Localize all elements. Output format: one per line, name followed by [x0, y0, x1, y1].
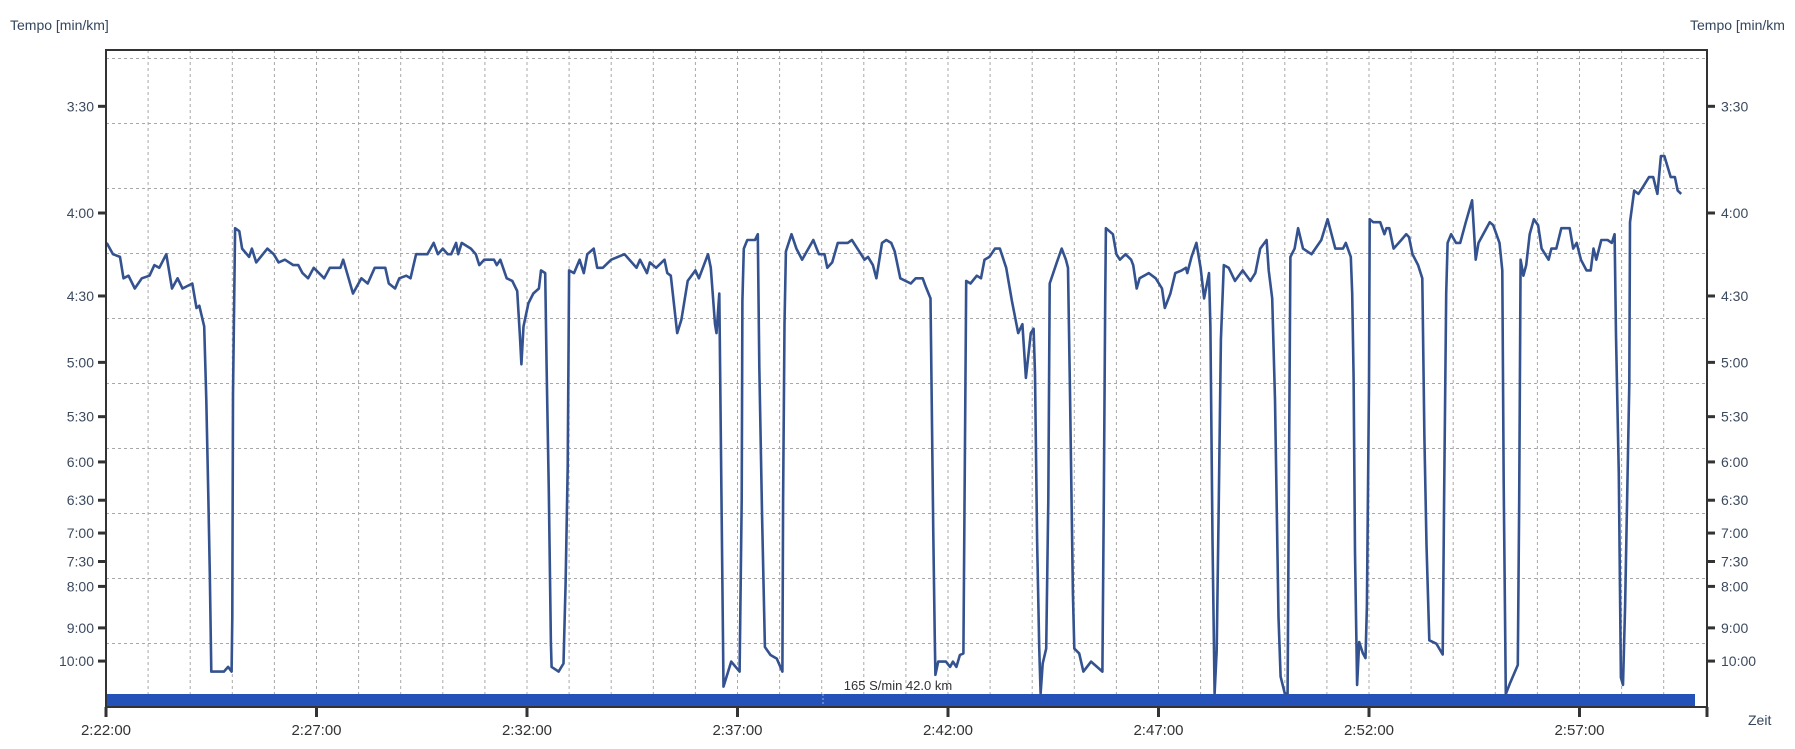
y-tick-label-right: 7:00	[1721, 525, 1748, 541]
y-axis-title-left: Tempo [min/km]	[10, 17, 109, 33]
y-tick-label-left: 5:30	[67, 409, 94, 425]
y-tick-label-right: 5:30	[1721, 409, 1748, 425]
y-tick-label-right: 8:00	[1721, 578, 1748, 594]
series-group	[105, 154, 1683, 696]
band-annotation: 165 S/min 42.0 km	[844, 678, 952, 693]
x-tick-label: 2:52:00	[1344, 722, 1394, 739]
y-ticks: 3:30 3:30 4:00 4:00 4:30 4:30 5:00 5:00 5:30 5:30…	[59, 98, 1756, 669]
x-tick-label: 2:57:00	[1554, 722, 1604, 739]
y-tick-label-right: 6:00	[1721, 454, 1748, 470]
plot-frame	[105, 49, 1708, 708]
y-tick-label-left: 7:30	[67, 554, 94, 570]
x-tick-label: 2:27:00	[291, 722, 341, 739]
y-tick-label-right: 10:00	[1721, 653, 1756, 669]
y-tick-label-left: 7:00	[67, 525, 94, 541]
x-tick-label: 2:42:00	[923, 722, 973, 739]
y-tick-label-left: 5:00	[67, 354, 94, 370]
pace-series-line	[105, 154, 1683, 696]
y-tick-label-right: 3:30	[1721, 98, 1748, 114]
y-tick-label-right: 4:30	[1721, 288, 1748, 304]
x-axis-title: Zeit	[1748, 712, 1771, 728]
grid	[106, 50, 1707, 707]
x-tick-label: 2:47:00	[1133, 722, 1183, 739]
y-tick-label-right: 4:00	[1721, 205, 1748, 221]
y-tick-label-right: 7:30	[1721, 554, 1748, 570]
y-tick-label-left: 4:30	[67, 288, 94, 304]
y-tick-label-right: 5:00	[1721, 354, 1748, 370]
x-tick-label: 2:37:00	[712, 722, 762, 739]
x-tick-label: 2:32:00	[502, 722, 552, 739]
y-tick-label-right: 9:00	[1721, 620, 1748, 636]
distance-band	[106, 694, 1695, 707]
y-tick-label-left: 3:30	[67, 98, 94, 114]
y-tick-label-left: 9:00	[67, 620, 94, 636]
y-tick-label-left: 6:30	[67, 492, 94, 508]
y-axis-title-right: Tempo [min/km	[1690, 17, 1785, 33]
x-tick-label: 2:22:00	[81, 722, 131, 739]
x-ticks: 2:22:00 2:27:00 2:32:00 2:37:00 2:42:00 2:47:…	[81, 707, 1709, 739]
y-tick-label-left: 10:00	[59, 653, 94, 669]
y-tick-label-right: 6:30	[1721, 492, 1748, 508]
y-tick-label-left: 6:00	[67, 454, 94, 470]
y-tick-label-left: 4:00	[67, 205, 94, 221]
y-tick-label-left: 8:00	[67, 578, 94, 594]
